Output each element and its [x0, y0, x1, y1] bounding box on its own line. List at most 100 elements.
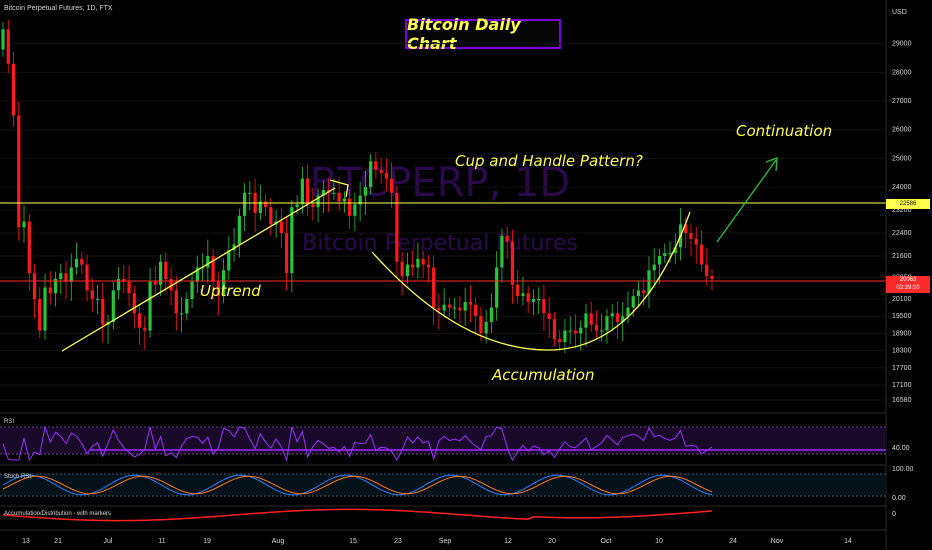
- candle-body: [673, 247, 677, 254]
- candle-body: [174, 290, 178, 314]
- price-axis-label: 26000: [892, 127, 912, 134]
- candle-body: [610, 313, 614, 317]
- price-axis-label: 28000: [892, 69, 912, 76]
- countdown-timer: 03:39:00: [896, 285, 920, 291]
- annotation-continuation: Continuation: [736, 122, 832, 140]
- last-price-value: 20063: [899, 277, 917, 283]
- time-axis-label: Sep: [439, 538, 452, 545]
- uptrend-arrowhead: [329, 179, 349, 198]
- time-axis-label: Nov: [771, 538, 784, 545]
- candle-body: [111, 290, 115, 322]
- candle-body: [521, 293, 525, 297]
- candle-body: [600, 330, 604, 332]
- candle-body: [647, 270, 651, 294]
- rsi-level: 40.00: [892, 445, 910, 452]
- candle-body: [663, 253, 667, 256]
- candle-body: [584, 313, 588, 328]
- time-axis-label: 23: [394, 538, 402, 545]
- candle-body: [458, 307, 462, 311]
- candle-body: [573, 330, 578, 334]
- candle-body: [384, 172, 388, 179]
- candle-body: [542, 298, 546, 314]
- candle-body: [6, 29, 10, 64]
- time-axis-label: 21: [54, 538, 62, 545]
- price-axis-labels: 29000 28000 27000 26000 25000 24000 23200 22400…: [892, 41, 912, 404]
- candle-body: [263, 201, 268, 208]
- candle-body: [547, 313, 551, 320]
- candle-body: [269, 207, 273, 225]
- candle-body: [27, 221, 31, 274]
- candle-body: [337, 192, 341, 202]
- candle-body: [1, 29, 5, 50]
- candle-body: [348, 198, 352, 216]
- candle-body: [74, 258, 79, 268]
- candle-body: [563, 330, 567, 343]
- candle-body: [531, 298, 536, 302]
- candle-body: [48, 287, 52, 294]
- candle-body: [43, 287, 47, 331]
- candle-body: [474, 304, 478, 317]
- candle-body: [122, 278, 126, 282]
- candle-body: [242, 192, 247, 216]
- price-axis-label: 25000: [892, 155, 912, 162]
- time-axis-label: 19: [203, 538, 211, 545]
- candle-body: [400, 261, 404, 277]
- candle-body: [594, 324, 599, 331]
- candle-body: [411, 264, 415, 268]
- candle-body: [652, 264, 656, 271]
- candle-body: [689, 233, 693, 239]
- price-axis-label: 24000: [892, 184, 912, 191]
- candle-body: [279, 221, 283, 234]
- candle-body: [200, 267, 205, 269]
- price-axis-label: 27000: [892, 98, 912, 105]
- stoch-label: Stoch RSI: [4, 474, 31, 480]
- candle-body: [137, 313, 142, 328]
- candle-body: [468, 301, 473, 305]
- time-axis-label: 11: [158, 538, 165, 545]
- candle-body: [432, 267, 436, 308]
- candle-body: [38, 298, 42, 331]
- candle-body: [221, 270, 226, 297]
- candle-body: [232, 244, 236, 251]
- candle-body: [216, 281, 220, 297]
- candle-body: [11, 63, 16, 116]
- annotation-uptrend: Uptrend: [200, 282, 261, 300]
- time-axis-label: 12: [504, 538, 512, 545]
- candle-body: [426, 264, 430, 268]
- time-axis-label: 14: [844, 538, 852, 545]
- candle-body: [705, 264, 709, 277]
- candle-body: [285, 233, 289, 274]
- candle-body: [179, 313, 184, 315]
- price-axis-label: 19500: [892, 313, 912, 320]
- candle-body: [463, 301, 467, 311]
- candle-body: [127, 281, 131, 294]
- candle-body: [684, 224, 688, 234]
- chart-header: Bitcoin Perpetual Futures, 1D, FTX: [4, 5, 113, 12]
- candle-body: [668, 253, 672, 255]
- candle-body: [395, 192, 399, 262]
- ad-level: 0: [892, 511, 896, 518]
- candle-body: [311, 204, 315, 208]
- candle-body: [579, 327, 583, 334]
- candle-body: [90, 290, 94, 299]
- candle-body: [631, 296, 635, 308]
- candle-body: [248, 192, 252, 194]
- candle-body: [416, 258, 420, 268]
- candle-body: [615, 313, 620, 322]
- time-axis-label: Jul: [104, 538, 113, 545]
- candle-body: [363, 187, 367, 196]
- candle-body: [489, 307, 494, 322]
- price-axis-label: 18900: [892, 330, 912, 337]
- price-axis-label: 17700: [892, 365, 912, 372]
- price-axis-label: 18300: [892, 348, 912, 355]
- candle-body: [227, 250, 231, 271]
- candle-body: [516, 284, 520, 297]
- candle-body: [421, 258, 425, 265]
- candle-body: [185, 298, 189, 314]
- candle-body: [22, 221, 26, 228]
- candle-body: [53, 278, 58, 294]
- candle-body: [505, 235, 509, 242]
- candle-body: [143, 327, 147, 331]
